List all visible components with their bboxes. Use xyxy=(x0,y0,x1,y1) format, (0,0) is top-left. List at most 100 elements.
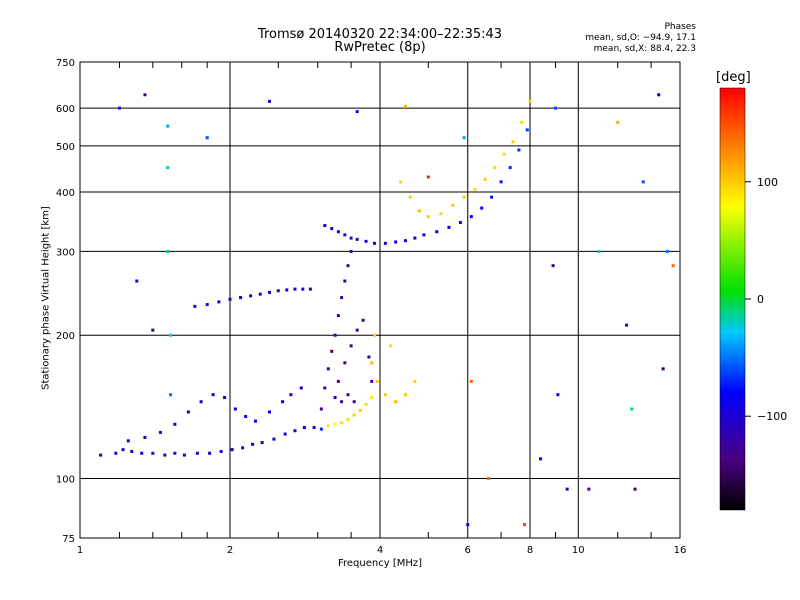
data-point xyxy=(205,136,209,140)
data-point xyxy=(293,429,297,433)
data-point xyxy=(508,166,512,170)
x-tick-label: 1 xyxy=(77,545,83,556)
y-tick-label: 100 xyxy=(56,475,75,486)
data-point xyxy=(219,449,223,453)
data-point xyxy=(502,152,506,156)
data-point xyxy=(403,239,407,243)
data-point xyxy=(301,287,305,291)
data-point xyxy=(293,287,297,291)
y-tick-label: 200 xyxy=(56,331,75,342)
data-point xyxy=(281,400,285,404)
data-point xyxy=(211,393,215,397)
data-point xyxy=(447,225,451,229)
data-point xyxy=(330,349,334,353)
x-tick-label: 6 xyxy=(465,545,471,556)
data-point xyxy=(480,206,484,210)
data-point xyxy=(565,487,569,491)
scatter-points xyxy=(99,93,675,527)
data-point xyxy=(343,361,347,365)
data-point xyxy=(383,393,387,397)
data-point xyxy=(121,448,125,452)
grid-lines xyxy=(80,62,680,538)
phase-stat-o: mean, sd,O: −94.9, 17.1 xyxy=(585,33,696,43)
data-point xyxy=(499,180,503,184)
data-point xyxy=(355,110,359,114)
data-point xyxy=(239,296,243,300)
data-point xyxy=(364,239,368,243)
data-point xyxy=(267,99,271,103)
data-point xyxy=(158,430,162,434)
data-point xyxy=(383,241,387,245)
data-point xyxy=(333,333,337,337)
data-point xyxy=(267,290,271,294)
data-point xyxy=(151,451,155,455)
data-point xyxy=(333,395,337,399)
colorbar-tick-label: 0 xyxy=(757,293,764,306)
data-point xyxy=(364,403,368,407)
data-point xyxy=(358,408,362,412)
data-point xyxy=(114,451,118,455)
data-point xyxy=(616,120,620,124)
data-point xyxy=(630,407,634,411)
plot-frame xyxy=(79,61,681,539)
data-point xyxy=(253,419,257,423)
data-point xyxy=(208,451,212,455)
data-point xyxy=(665,249,669,253)
data-point xyxy=(641,180,645,184)
data-point xyxy=(539,457,543,461)
data-point xyxy=(352,400,356,404)
data-point xyxy=(413,379,417,383)
colorbar-ticks: 100 0 −100 xyxy=(745,176,787,423)
data-point xyxy=(625,323,629,327)
y-tick-label: 300 xyxy=(56,247,75,258)
data-point xyxy=(525,128,529,132)
data-point xyxy=(355,237,359,241)
data-point xyxy=(336,379,340,383)
data-point xyxy=(587,487,591,491)
data-point xyxy=(169,333,173,337)
data-point xyxy=(458,221,462,225)
data-point xyxy=(173,422,177,426)
data-point xyxy=(340,296,344,300)
y-tick-label: 600 xyxy=(56,104,75,115)
data-point xyxy=(483,177,487,181)
data-point xyxy=(367,355,371,359)
data-point xyxy=(249,294,253,298)
data-point xyxy=(193,304,197,308)
data-point xyxy=(394,240,398,244)
y-tick-label: 400 xyxy=(56,188,75,199)
data-point xyxy=(370,395,374,399)
data-point xyxy=(355,328,359,332)
data-point xyxy=(373,333,377,337)
data-point xyxy=(517,148,521,152)
data-point xyxy=(657,93,661,97)
data-point xyxy=(186,410,190,414)
chart-subtitle: RwPretec (8p) xyxy=(334,40,426,55)
colorbar-unit-label: [deg] xyxy=(716,70,751,85)
data-point xyxy=(408,195,412,199)
data-point xyxy=(403,393,407,397)
chart-title: Tromsø 20140320 22:34:00–22:35:43 xyxy=(257,27,503,42)
data-point xyxy=(99,453,103,457)
data-point xyxy=(276,289,280,293)
data-point xyxy=(312,425,316,429)
data-point xyxy=(199,400,203,404)
data-point xyxy=(462,136,466,140)
data-point xyxy=(169,393,173,397)
data-point xyxy=(370,379,374,383)
data-point xyxy=(451,203,455,207)
data-point xyxy=(258,292,262,296)
data-point xyxy=(223,395,227,399)
data-point xyxy=(394,400,398,404)
data-point xyxy=(422,233,426,237)
data-point xyxy=(469,379,473,383)
data-point xyxy=(486,477,490,481)
data-point xyxy=(473,187,477,191)
data-point xyxy=(340,400,344,404)
data-point xyxy=(260,441,264,445)
data-point xyxy=(267,410,271,414)
data-point xyxy=(333,422,337,426)
data-point xyxy=(352,413,356,417)
data-point xyxy=(166,166,170,170)
